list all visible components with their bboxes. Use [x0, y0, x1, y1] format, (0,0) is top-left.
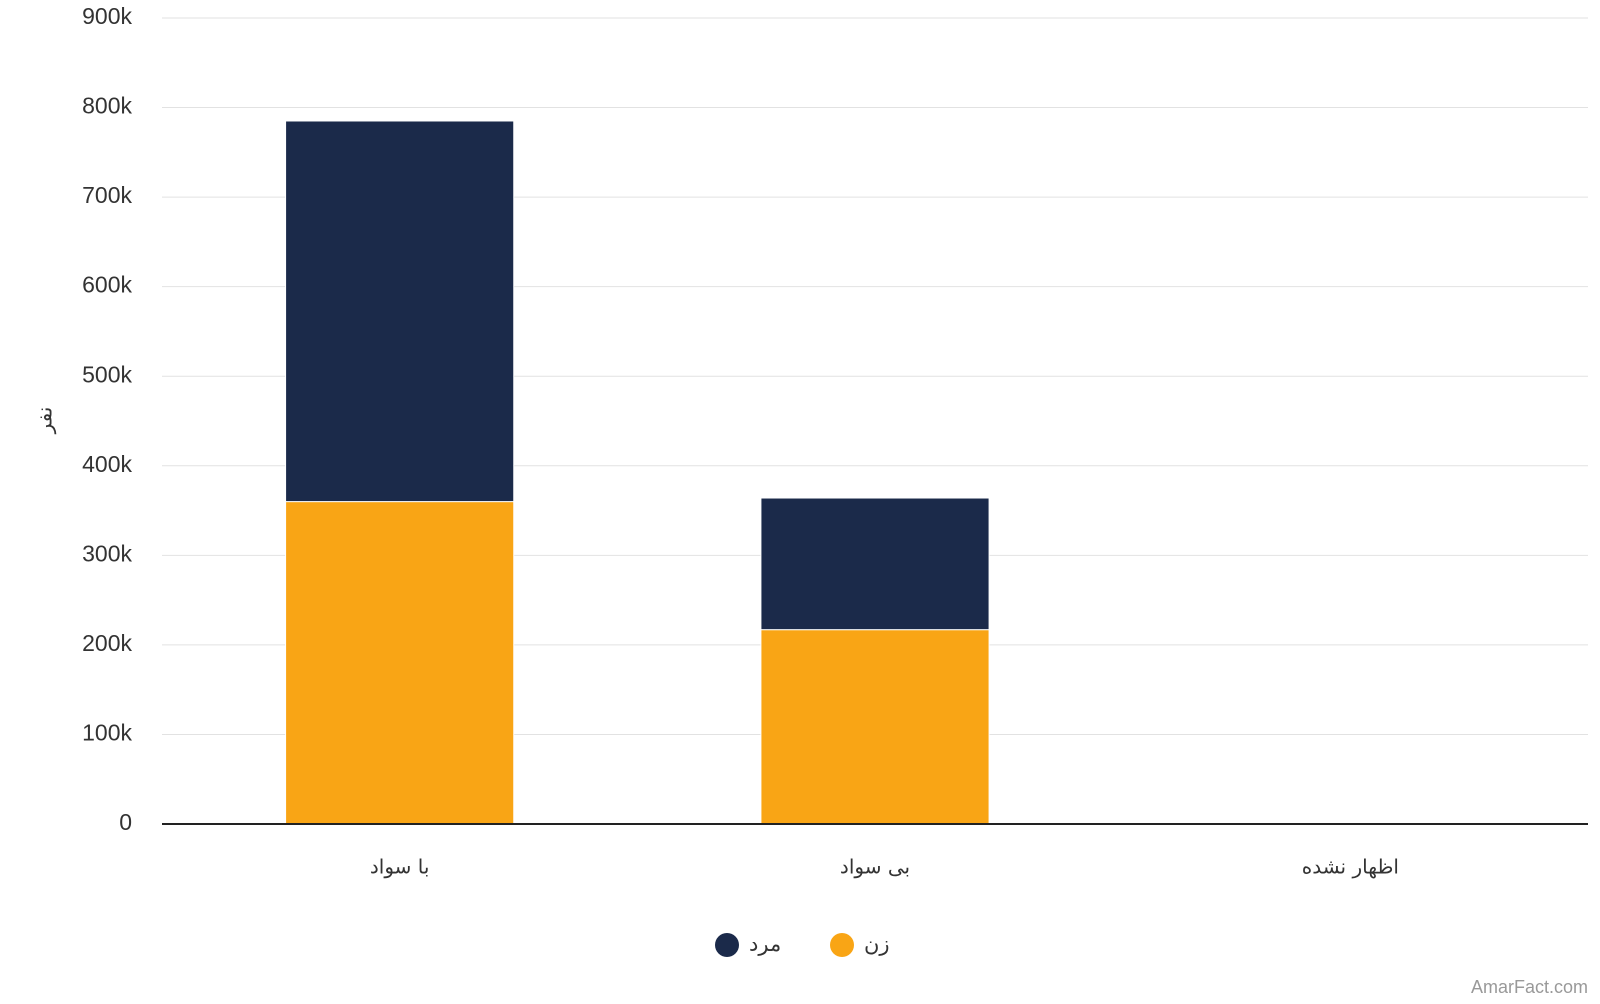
- y-tick-label: 700k: [82, 182, 132, 208]
- y-tick-label: 200k: [82, 630, 132, 656]
- y-tick-label: 0: [119, 809, 132, 835]
- bar-segment: [760, 497, 990, 631]
- legend-label: زن: [864, 932, 890, 956]
- y-tick-label: 800k: [82, 93, 132, 119]
- bar-segment: [760, 629, 990, 825]
- legend-label: مرد: [749, 932, 781, 956]
- y-axis-label: نفر: [33, 407, 57, 435]
- watermark: AmarFact.com: [1471, 977, 1588, 997]
- x-tick-label: بی سواد: [840, 855, 910, 879]
- y-tick-label: 100k: [82, 720, 132, 746]
- y-tick-label: 900k: [82, 3, 132, 29]
- x-tick-label: با سواد: [370, 855, 430, 879]
- y-tick-label: 400k: [82, 451, 132, 477]
- y-tick-label: 300k: [82, 540, 132, 566]
- bar-segment: [285, 120, 515, 503]
- legend-marker: [715, 933, 739, 957]
- y-tick-label: 600k: [82, 272, 132, 298]
- legend-marker: [830, 933, 854, 957]
- y-tick-label: 500k: [82, 361, 132, 387]
- bar-segment: [285, 501, 515, 825]
- x-tick-label: اظهار نشده: [1302, 855, 1399, 879]
